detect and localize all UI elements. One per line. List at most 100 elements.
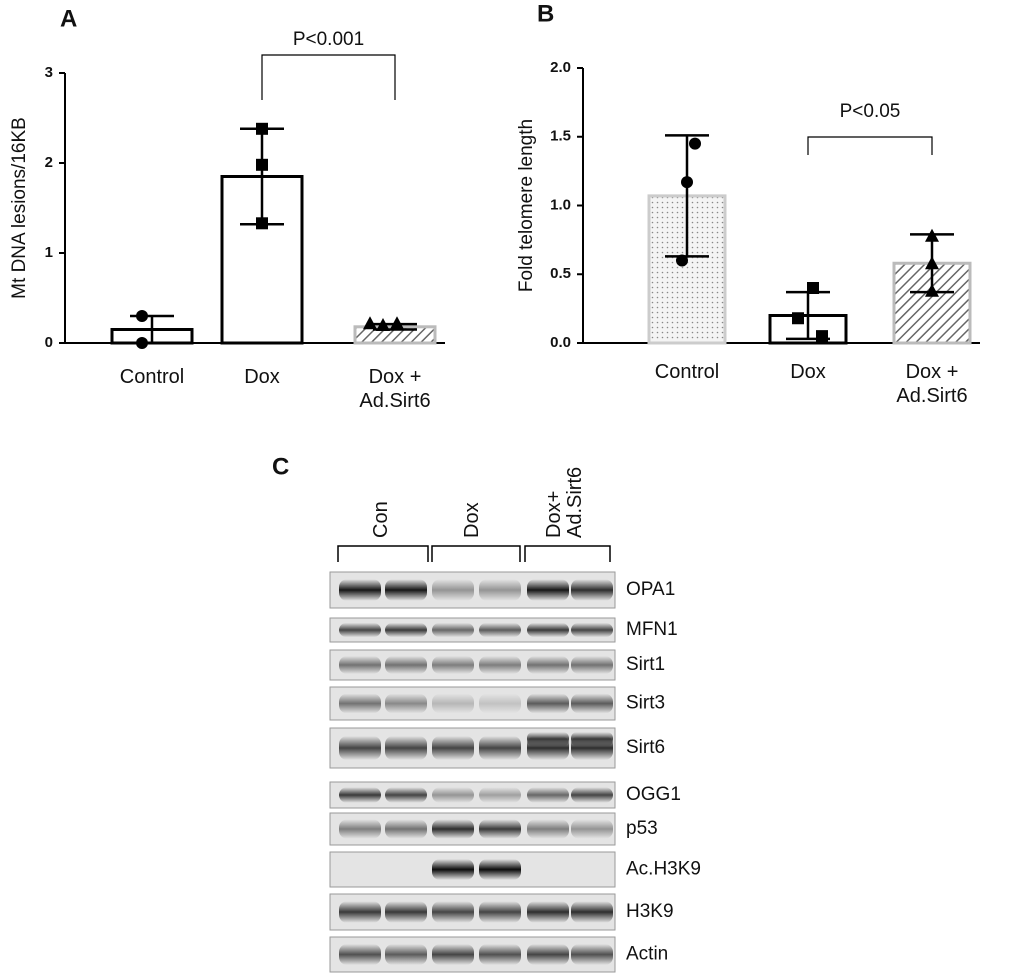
lane-bracket: [431, 545, 521, 562]
band: [527, 787, 569, 803]
band: [527, 622, 569, 638]
band: [385, 579, 427, 601]
protein-label: Ac.H3K9: [626, 859, 701, 880]
x-tick-label: Control: [654, 361, 720, 383]
band: [385, 693, 427, 714]
band: [479, 819, 521, 839]
protein-label: MFN1: [626, 619, 678, 640]
band: [432, 819, 474, 839]
lane-group-label: Dox: [461, 502, 483, 538]
band: [527, 656, 569, 674]
data-point: [925, 228, 939, 242]
data-point: [136, 337, 148, 349]
data-point: [689, 137, 701, 150]
band: [479, 622, 521, 638]
data-point: [376, 318, 390, 331]
band: [527, 579, 569, 601]
band: [571, 732, 613, 746]
band: [479, 787, 521, 803]
band: [432, 787, 474, 803]
lane-bracket: [524, 545, 611, 562]
x-tick-label: Dox + Ad.Sirt6: [359, 366, 431, 412]
x-tick-label: Dox: [790, 361, 826, 383]
data-point: [792, 312, 804, 325]
band: [571, 579, 613, 601]
band: [339, 579, 381, 601]
band: [527, 732, 569, 746]
y-tick-label: 0: [45, 334, 53, 351]
x-tick-label: Control: [119, 366, 185, 388]
data-point: [807, 282, 819, 294]
band: [432, 622, 474, 638]
y-tick-label: 0.0: [550, 334, 571, 351]
data-point: [676, 254, 688, 267]
band: [432, 736, 474, 760]
band: [479, 859, 521, 880]
data-point: [390, 316, 404, 330]
protein-label: OPA1: [626, 579, 675, 600]
panel-label: C: [272, 453, 289, 480]
y-tick-label: 0.5: [550, 265, 571, 282]
band: [385, 656, 427, 674]
band: [385, 901, 427, 923]
band: [339, 656, 381, 674]
significance-bracket: [807, 136, 933, 155]
band: [527, 944, 569, 965]
band: [339, 819, 381, 839]
band: [432, 901, 474, 923]
data-point: [256, 122, 268, 135]
lane-bracket: [337, 545, 429, 562]
band: [571, 787, 613, 803]
significance-label: P<0.05: [840, 101, 901, 122]
data-point: [925, 283, 939, 297]
band: [385, 787, 427, 803]
band: [479, 656, 521, 674]
data-point: [256, 217, 268, 230]
y-tick-label: 1.5: [550, 128, 571, 145]
data-point: [136, 310, 148, 322]
y-axis-label: Fold telomere length: [516, 119, 537, 292]
band: [571, 819, 613, 839]
band: [432, 579, 474, 601]
lane-group-label: Dox+ Ad.Sirt6: [543, 466, 586, 538]
band: [339, 944, 381, 965]
band: [339, 693, 381, 714]
band: [479, 579, 521, 601]
protein-label: Actin: [626, 944, 668, 965]
band: [571, 901, 613, 923]
band: [479, 693, 521, 714]
band: [339, 787, 381, 803]
panel-label: A: [60, 5, 77, 32]
x-tick-label: Dox: [244, 366, 280, 388]
band: [527, 901, 569, 923]
y-tick-label: 1: [45, 244, 53, 261]
band: [479, 944, 521, 965]
protein-label: p53: [626, 818, 658, 839]
y-tick-label: 1.0: [550, 196, 571, 213]
protein-label: H3K9: [626, 901, 674, 922]
y-axis-label: Mt DNA lesions/16KB: [9, 117, 30, 299]
protein-label: Sirt6: [626, 737, 665, 758]
band: [339, 736, 381, 760]
y-tick-label: 3: [45, 64, 53, 81]
data-point: [256, 158, 268, 171]
band: [571, 622, 613, 638]
band: [432, 859, 474, 880]
protein-label: Sirt3: [626, 693, 665, 714]
band: [385, 622, 427, 638]
band: [385, 819, 427, 839]
x-tick-label: Dox + Ad.Sirt6: [896, 361, 968, 407]
protein-label: Sirt1: [626, 654, 665, 675]
band: [432, 693, 474, 714]
y-tick-label: 2.0: [550, 59, 571, 76]
data-point: [363, 316, 377, 330]
band: [571, 656, 613, 674]
band: [339, 901, 381, 923]
data-point: [925, 256, 939, 270]
band: [527, 693, 569, 714]
band: [339, 622, 381, 638]
band: [571, 693, 613, 714]
data-point: [681, 176, 693, 189]
